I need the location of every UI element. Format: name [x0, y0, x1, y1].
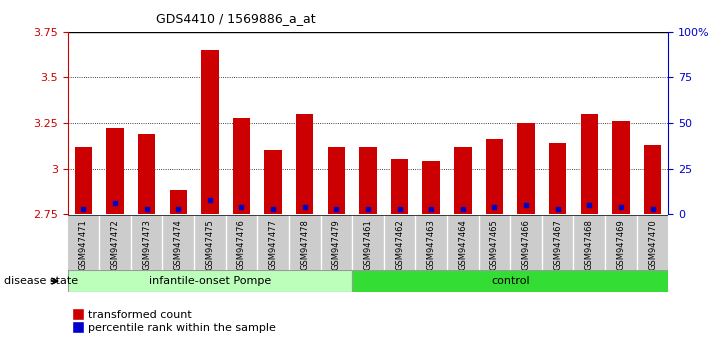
- Text: GSM947472: GSM947472: [110, 219, 119, 270]
- Bar: [612, 121, 630, 214]
- Bar: [264, 150, 282, 214]
- Bar: [296, 114, 314, 214]
- Bar: [359, 147, 377, 214]
- Bar: [454, 147, 471, 214]
- Bar: [75, 147, 92, 214]
- Text: GSM947469: GSM947469: [616, 219, 626, 270]
- Bar: [581, 114, 598, 214]
- Text: infantile-onset Pompe: infantile-onset Pompe: [149, 276, 271, 286]
- Bar: [549, 143, 567, 214]
- Bar: [138, 134, 155, 214]
- Text: GSM947467: GSM947467: [553, 219, 562, 270]
- Text: GSM947470: GSM947470: [648, 219, 657, 270]
- Text: GSM947462: GSM947462: [395, 219, 404, 270]
- Bar: [422, 161, 440, 214]
- Text: GSM947478: GSM947478: [300, 219, 309, 270]
- Text: control: control: [491, 276, 530, 286]
- Bar: [169, 190, 187, 214]
- Bar: [644, 145, 661, 214]
- Text: GSM947463: GSM947463: [427, 219, 436, 270]
- Bar: [106, 129, 124, 214]
- Text: GSM947479: GSM947479: [332, 219, 341, 270]
- Text: GSM947475: GSM947475: [205, 219, 214, 270]
- Legend: transformed count, percentile rank within the sample: transformed count, percentile rank withi…: [73, 310, 275, 333]
- Text: GSM947461: GSM947461: [363, 219, 373, 270]
- Bar: [518, 123, 535, 214]
- Bar: [68, 270, 352, 292]
- Text: GSM947474: GSM947474: [173, 219, 183, 270]
- Bar: [352, 270, 668, 292]
- Text: GSM947471: GSM947471: [79, 219, 88, 270]
- Bar: [486, 139, 503, 214]
- Bar: [391, 160, 408, 214]
- Text: GSM947477: GSM947477: [269, 219, 277, 270]
- Text: GSM947468: GSM947468: [584, 219, 594, 270]
- Bar: [232, 118, 250, 214]
- Text: disease state: disease state: [4, 276, 77, 286]
- Text: GSM947465: GSM947465: [490, 219, 499, 270]
- Text: GSM947466: GSM947466: [522, 219, 530, 270]
- Bar: [201, 50, 218, 214]
- Text: GSM947464: GSM947464: [459, 219, 467, 270]
- Text: GSM947473: GSM947473: [142, 219, 151, 270]
- Text: GSM947476: GSM947476: [237, 219, 246, 270]
- Text: GDS4410 / 1569886_a_at: GDS4410 / 1569886_a_at: [156, 12, 316, 25]
- Bar: [328, 147, 345, 214]
